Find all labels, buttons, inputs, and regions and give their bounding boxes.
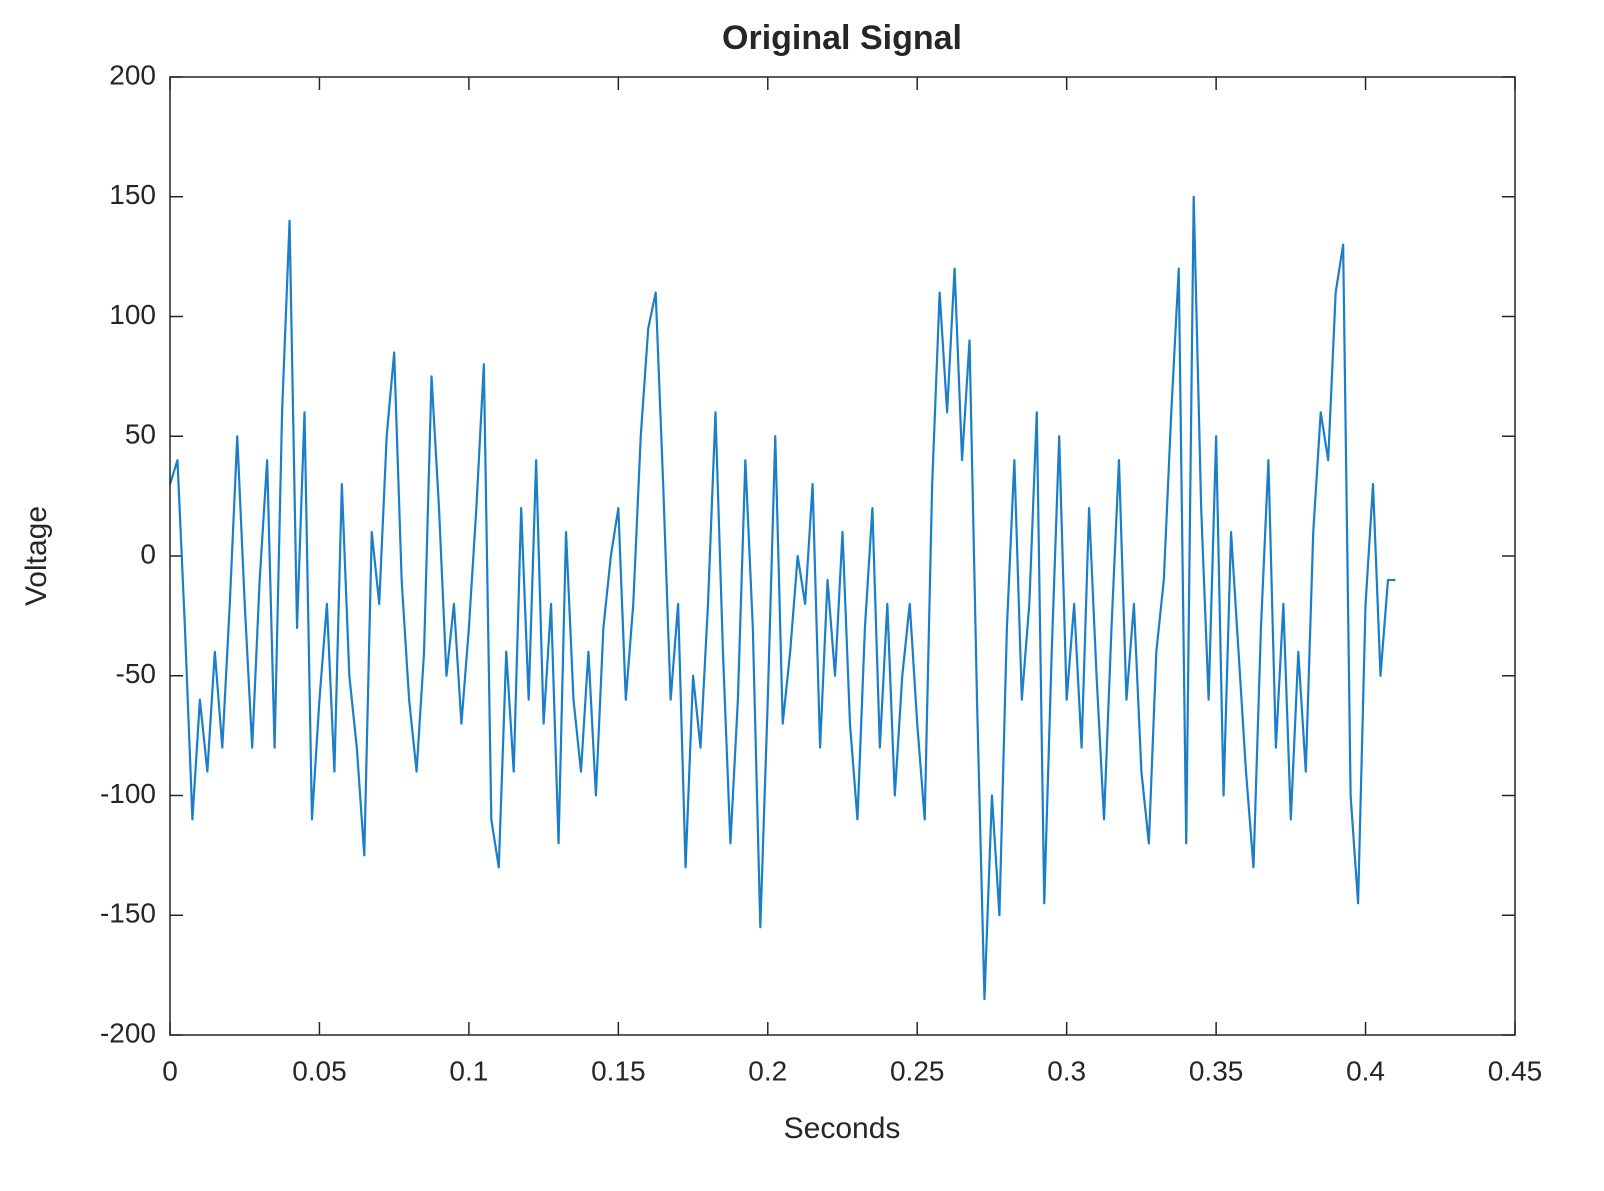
y-tick-label: 50 <box>125 419 156 450</box>
y-axis-label: Voltage <box>20 506 53 606</box>
signal-line <box>168 195 1396 1001</box>
y-tick-label: 0 <box>140 538 156 569</box>
y-tick-label: -200 <box>100 1017 156 1048</box>
y-tick-label: 200 <box>109 59 156 90</box>
x-tick-label: 0.25 <box>890 1055 945 1086</box>
y-tick-label: -50 <box>116 658 156 689</box>
x-axis-label: Seconds <box>784 1112 901 1145</box>
axes-box <box>169 76 1516 1036</box>
y-tick-label: 150 <box>109 179 156 210</box>
x-tick-label: 0 <box>162 1055 178 1086</box>
x-tick-label: 0.1 <box>449 1055 488 1086</box>
x-tick-label: 0.05 <box>292 1055 347 1086</box>
x-tick-label: 0.45 <box>1488 1055 1543 1086</box>
x-tick-label: 0.35 <box>1189 1055 1244 1086</box>
y-tick-label: -100 <box>100 778 156 809</box>
chart-title: Original Signal <box>722 19 962 57</box>
x-tick-label: 0.4 <box>1346 1055 1385 1086</box>
y-tick-label: 100 <box>109 299 156 330</box>
y-tick-label: -150 <box>100 898 156 929</box>
x-tick-label: 0.2 <box>748 1055 787 1086</box>
x-tick-label: 0.3 <box>1047 1055 1086 1086</box>
x-tick-label: 0.15 <box>591 1055 646 1086</box>
